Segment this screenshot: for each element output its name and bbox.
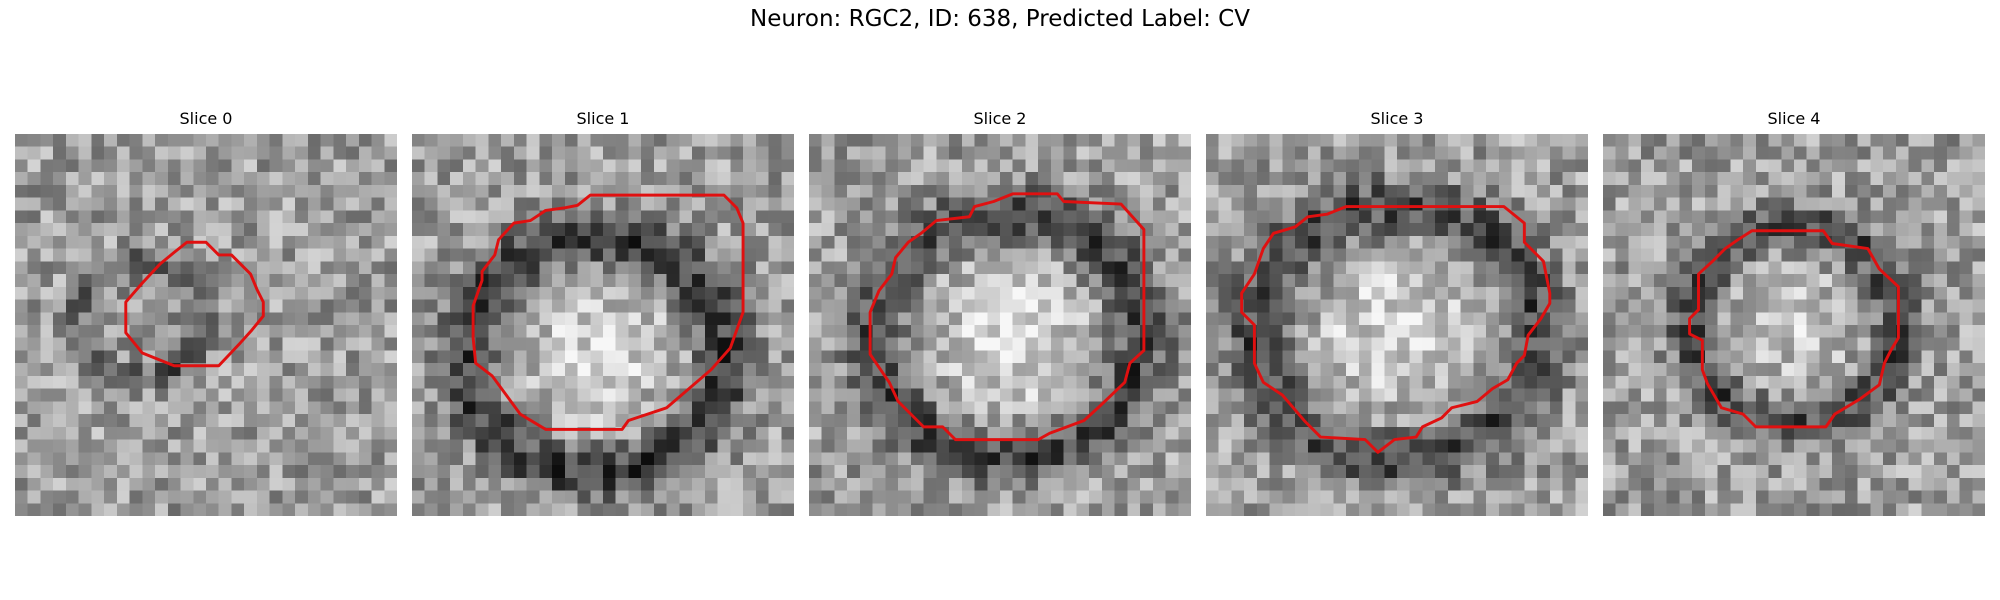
cell-contour xyxy=(1688,229,1900,429)
cell-contour xyxy=(124,240,265,368)
slice-panel-3: Slice 3 xyxy=(1206,108,1588,516)
slice-image xyxy=(412,134,794,516)
slice-panel-0: Slice 0 xyxy=(15,108,397,516)
slice-title: Slice 0 xyxy=(179,109,233,128)
slice-title: Slice 4 xyxy=(1767,109,1821,128)
slice-title: Slice 3 xyxy=(1370,109,1424,128)
slice-title: Slice 2 xyxy=(973,109,1027,128)
figure-title: Neuron: RGC2, ID: 638, Predicted Label: … xyxy=(750,6,1250,32)
slice-image xyxy=(15,134,397,516)
slice-title: Slice 1 xyxy=(576,109,630,128)
cell-contour xyxy=(868,192,1146,442)
slice-panel-4: Slice 4 xyxy=(1603,108,1985,516)
slice-image xyxy=(1206,134,1588,516)
slice-panel-2: Slice 2 xyxy=(809,108,1191,516)
slice-panel-1: Slice 1 xyxy=(412,108,794,516)
cell-contour xyxy=(471,193,745,431)
cell-contour xyxy=(1240,205,1552,454)
slice-image xyxy=(1603,134,1985,516)
